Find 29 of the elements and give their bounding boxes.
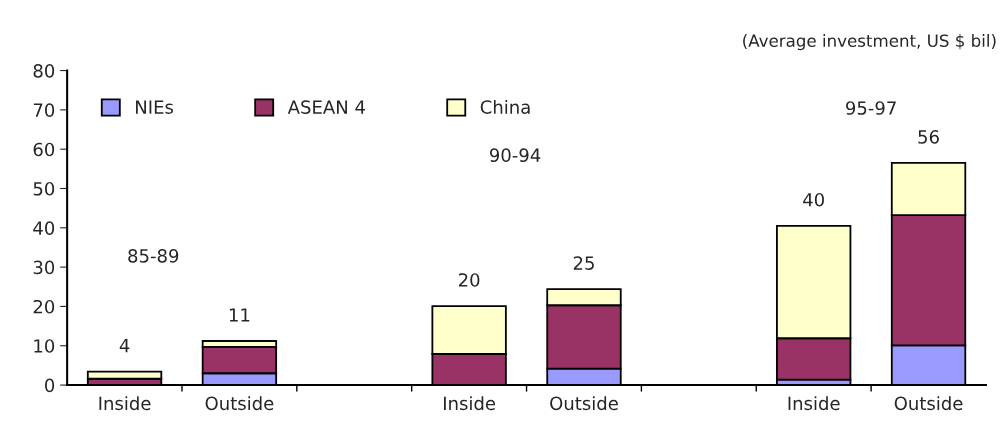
y-tick-label: 20: [33, 299, 55, 314]
y-tick-label: 80: [33, 64, 55, 78]
total-label: 56: [918, 130, 939, 144]
bar: [86, 370, 163, 380]
x-tick-label: Outside: [894, 396, 963, 411]
x-tick-label: Outside: [205, 396, 274, 411]
x-tick-label: Inside: [99, 396, 151, 411]
chart-subtitle: (Average investment, US $ bil): [743, 34, 996, 51]
legend-label: China: [480, 99, 530, 114]
y-tick-label: 30: [33, 260, 55, 275]
x-tick-label: Inside: [788, 396, 840, 411]
y-tick-label: 70: [33, 103, 55, 117]
y-tick-label: 40: [33, 221, 55, 235]
y-tick-label: 50: [33, 181, 55, 196]
y-tick-label: 60: [33, 142, 55, 157]
total-label: 4: [119, 339, 130, 353]
annotation: 85-89: [128, 248, 179, 263]
total-label: 20: [458, 273, 480, 287]
annotation: 95-97: [846, 101, 896, 115]
annotation: 90-94: [489, 148, 541, 163]
legend-label: NIEs: [136, 100, 174, 114]
x-tick-label: Inside: [444, 396, 496, 411]
total-label: 40: [803, 192, 824, 207]
x-tick-label: Outside: [550, 396, 618, 411]
y-tick-label: 0: [45, 378, 55, 393]
total-label: 25: [573, 256, 594, 270]
total-label: 11: [229, 308, 250, 322]
legend-label: ASEAN 4: [287, 100, 365, 114]
y-tick-label: 10: [34, 339, 55, 353]
